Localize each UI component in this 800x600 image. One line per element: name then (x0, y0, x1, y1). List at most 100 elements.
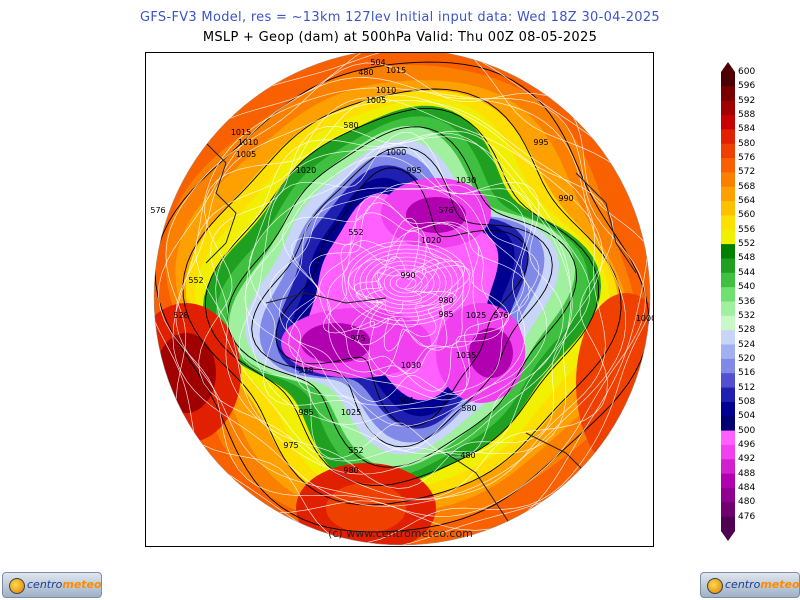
isobar (165, 62, 650, 544)
geopotential-label: 576 (150, 206, 165, 215)
colorbar-tick-label: 584 (738, 124, 756, 135)
colorbar-swatch (721, 301, 735, 317)
pressure-label: 1020 (296, 166, 316, 175)
colorbar-tick-label: 504 (738, 411, 756, 422)
geopotential-contour (204, 108, 600, 486)
logo-text: centrometeo (725, 578, 800, 591)
colorbar-tick-label: 568 (738, 181, 756, 192)
centrometeo-logo-left[interactable]: centrometeo (2, 572, 102, 598)
pressure-label: 1030 (401, 361, 421, 370)
colorbar-swatch (721, 143, 735, 159)
geopotential-label: 552 (348, 446, 363, 455)
colorbar-tick-label: 588 (738, 110, 756, 121)
geopotential-contour (154, 61, 650, 533)
colorbar-swatch (721, 287, 735, 302)
geopotential-contour (251, 146, 553, 448)
colorbar-swatch (721, 516, 735, 532)
colorbar-tick-label: 516 (738, 368, 756, 379)
colorbar-swatch (721, 72, 735, 87)
pressure-label: 1035 (456, 351, 476, 360)
geopotential-label: 580 (343, 121, 358, 130)
geopotential-label: 504 (370, 58, 385, 67)
colorbar-tick-label: 544 (738, 267, 756, 278)
geopotential-label: 480 (460, 451, 475, 460)
isobar-cluster (359, 252, 453, 314)
colorbar-tick-label: 528 (738, 325, 756, 336)
pressure-label: 985 (298, 408, 313, 417)
geopotential-label: 552 (348, 228, 363, 237)
colorbar-swatch (721, 459, 735, 475)
colorbar-swatch (721, 416, 735, 432)
colorbar-swatch (721, 172, 735, 188)
pressure-label: 1015 (386, 66, 406, 75)
cold-low-north-core (406, 197, 466, 233)
geopotential-label: 504 (398, 396, 413, 405)
pressure-label: 1005 (366, 96, 386, 105)
colorbar-tick-label: 512 (738, 382, 756, 393)
isobar (210, 126, 591, 489)
colorbar-swatch (721, 344, 735, 360)
isobar (351, 256, 457, 352)
logo-text: centrometeo (27, 578, 102, 591)
colorbar-tick-label: 552 (738, 239, 756, 250)
colorbar-tick-label: 540 (738, 282, 756, 293)
geopotential-contour (275, 167, 529, 427)
pressure-label: 980 (343, 466, 358, 475)
colorbar-swatch (721, 401, 735, 417)
pressure-label: 975 (350, 334, 365, 343)
pressure-label: 1000 (386, 148, 406, 157)
colorbar-tick-label: 576 (738, 153, 756, 164)
pressure-label: 980 (438, 296, 453, 305)
colorbar-bottom-arrow (721, 531, 735, 541)
chart-title-line2: MSLP + Geop (dam) at 500hPa Valid: Thu 0… (202, 30, 598, 45)
colorbar-tick-label: 524 (738, 339, 756, 350)
map-edge (153, 53, 651, 546)
coastline (575, 172, 637, 274)
pressure-label: 975 (283, 441, 298, 450)
colorbar-tick-label: 548 (738, 253, 756, 264)
colorbar-swatch (721, 186, 735, 202)
pressure-label: 990 (400, 271, 415, 280)
isobar (282, 183, 530, 401)
pressure-label: 985 (438, 310, 453, 319)
map-disk (154, 53, 650, 545)
pressure-label: 995 (533, 138, 548, 147)
colorbar-tick-label: 476 (738, 511, 756, 522)
weather-map: 1015 1010 1005 1000 995 990 985 980 975 1020 1025 1… (145, 52, 654, 547)
warm-high-east (576, 293, 650, 473)
colorbar-swatch (721, 244, 735, 259)
isobar (309, 202, 503, 392)
isobar (355, 266, 441, 328)
colorbar-swatch (721, 258, 735, 274)
colorbar-tick-label: 488 (738, 468, 756, 479)
globe-icon (9, 578, 25, 594)
chart-title-line1: GFS-FV3 Model, res = ~13km 127lev Initia… (139, 10, 660, 25)
geopotential-label: 576 (493, 311, 508, 320)
isobar-cluster (383, 268, 429, 298)
colorbar-swatch (721, 100, 735, 116)
colorbar-tick-label: 484 (738, 482, 756, 493)
isobar (158, 77, 646, 517)
isobar-cluster (353, 248, 459, 318)
isobar-cluster (347, 244, 465, 322)
isobar (238, 132, 564, 460)
isobar (286, 196, 510, 402)
colorbar-swatch (721, 358, 735, 374)
geopotential-label: 552 (188, 276, 203, 285)
pressure-label: 1015 (231, 128, 251, 137)
isobar (245, 136, 572, 454)
colorbar-tick-label: 600 (738, 67, 756, 77)
colorbar-tick-label: 520 (738, 353, 756, 364)
isobar (348, 227, 471, 347)
colorbar-swatch (721, 201, 735, 216)
pressure-label: 1005 (236, 150, 256, 159)
isobar (244, 155, 526, 425)
pressure-label: 990 (558, 194, 573, 203)
colorbar-tick-label: 480 (738, 497, 756, 508)
colorbar-swatch (721, 330, 735, 346)
pressure-label: 1030 (456, 176, 476, 185)
geopotential-contour (182, 88, 622, 506)
colorbar-tick-label: 508 (738, 396, 756, 407)
centrometeo-logo-right[interactable]: centrometeo (700, 572, 800, 598)
isobar-cluster (389, 272, 423, 294)
